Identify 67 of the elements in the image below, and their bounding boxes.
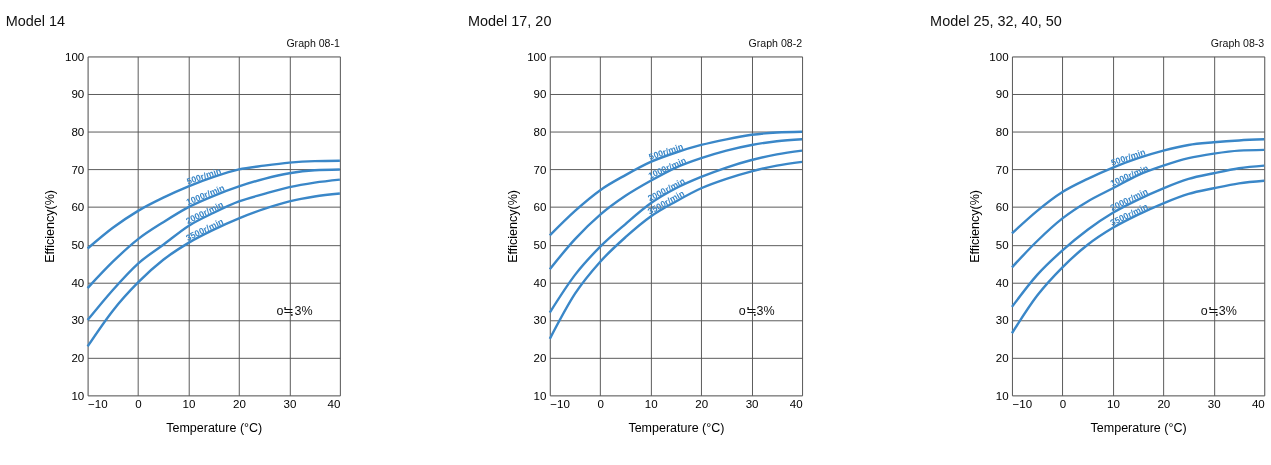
x-tick-label: 10 [182,398,196,411]
x-tick-label: 20 [695,398,709,411]
y-tick-label: 20 [71,352,85,365]
y-tick-label: 30 [995,314,1009,327]
x-tick-label: 30 [745,398,759,411]
y-axis-title: Efficiency(%) [505,190,520,263]
y-axis-title: Efficiency(%) [43,190,58,263]
y-tick-label: 50 [533,239,547,252]
line-series [86,159,342,250]
y-tick-label: 90 [995,88,1009,101]
x-tick-label: 10 [644,398,658,411]
caption: Graph 08-3 [1210,36,1265,49]
x-axis-title: Temperature (°C) [1090,420,1187,435]
y-tick-label: 70 [995,163,1009,176]
x-tick-label: 20 [1157,398,1171,411]
line-series [1010,148,1266,269]
y-tick-label: 50 [995,239,1009,252]
y-tick-label: 60 [995,201,1009,214]
y-tick-label: 90 [533,88,547,101]
y-tick-label: 90 [71,88,85,101]
y-tick-label: 40 [71,276,85,289]
y-tick-label: 40 [995,276,1009,289]
chart-title: Model 17, 20 [467,12,552,29]
line-series [548,130,804,237]
x-tick-label: −10 [550,398,570,411]
y-tick-label: 10 [995,389,1009,402]
x-axis-title: Temperature (°C) [166,420,263,435]
x-tick-label: 30 [1207,398,1221,411]
y-tick-label: 50 [71,239,85,252]
x-tick-label: −10 [1012,398,1033,411]
y-tick-label: 70 [71,163,85,176]
x-tick-label: 40 [789,398,803,411]
x-tick-label: 30 [283,398,297,411]
x-tick-label: 0 [597,398,604,411]
x-tick-label: 0 [1059,398,1067,411]
y-tick-label: 10 [533,389,547,402]
x-axis-title: Temperature (°C) [628,420,725,435]
y-tick-label: 20 [533,352,547,365]
y-tick-label: 80 [533,126,547,139]
x-tick-label: 20 [233,398,246,411]
y-tick-label: 100 [64,50,85,63]
y-axis-title: Efficiency(%) [967,190,982,263]
y-tick-label: 70 [533,163,547,176]
line-series [86,168,342,290]
y-tick-label: 60 [71,201,85,214]
line-series [1010,138,1266,235]
y-tick-label: 80 [71,126,85,139]
chart-title: Model 14 [5,12,66,29]
y-tick-label: 30 [533,314,547,327]
y-tick-label: 10 [71,389,85,402]
x-tick-label: 0 [135,398,142,411]
line-series [548,160,804,341]
x-tick-label: 40 [1251,398,1265,411]
y-tick-label: 60 [533,201,547,214]
y-tick-label: 100 [989,50,1009,63]
caption: Graph 08-2 [748,36,803,49]
y-tick-label: 80 [995,126,1009,139]
x-tick-label: −10 [88,398,108,411]
chart-title: Model 25, 32, 40, 50 [930,12,1062,29]
line-series [548,138,804,271]
y-tick-label: 20 [995,352,1009,365]
caption: Graph 08-1 [286,36,341,49]
x-tick-label: 40 [327,398,341,411]
y-tick-label: 100 [527,50,547,63]
y-tick-label: 40 [533,276,547,289]
x-tick-label: 10 [1106,398,1120,411]
y-tick-label: 30 [71,314,85,327]
